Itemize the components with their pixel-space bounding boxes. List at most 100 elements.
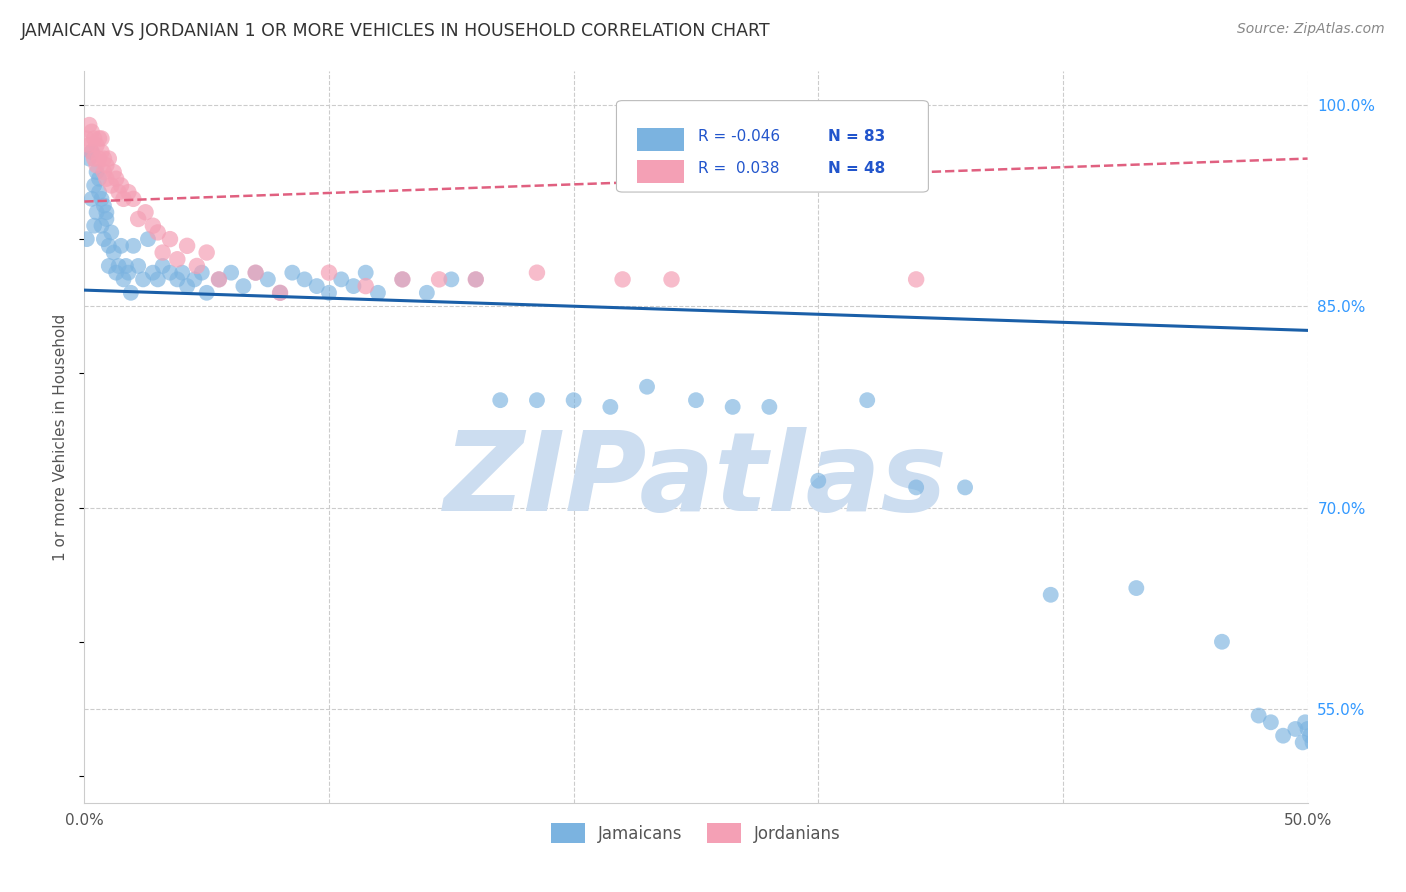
Point	[195, 245, 218, 260]
Point	[391, 272, 413, 286]
Point	[1272, 729, 1295, 743]
Point	[100, 226, 122, 240]
Point	[176, 279, 198, 293]
Point	[83, 131, 105, 145]
Point	[159, 232, 181, 246]
Point	[905, 272, 928, 286]
Point	[354, 279, 377, 293]
Point	[77, 138, 100, 153]
Point	[107, 185, 129, 199]
Point	[136, 232, 159, 246]
Point	[93, 198, 115, 212]
Point	[142, 266, 165, 280]
Point	[159, 266, 181, 280]
Point	[318, 285, 340, 300]
Point	[305, 279, 328, 293]
Point	[152, 245, 174, 260]
Point	[599, 400, 621, 414]
Point	[112, 192, 135, 206]
Point	[612, 272, 634, 286]
Point	[367, 285, 389, 300]
Point	[953, 480, 976, 494]
Point	[120, 285, 142, 300]
Point	[318, 266, 340, 280]
Point	[758, 400, 780, 414]
Point	[1294, 715, 1316, 730]
Point	[330, 272, 353, 286]
Point	[90, 131, 112, 145]
Point	[93, 232, 115, 246]
Point	[562, 393, 585, 408]
Point	[96, 171, 118, 186]
Point	[183, 272, 205, 286]
Point	[281, 266, 304, 280]
Point	[87, 185, 110, 199]
Point	[117, 266, 139, 280]
Point	[152, 259, 174, 273]
Point	[1292, 735, 1315, 749]
Point	[97, 152, 120, 166]
Point	[105, 266, 128, 280]
Point	[856, 393, 879, 408]
Point	[122, 239, 145, 253]
Point	[80, 192, 103, 206]
Text: R =  0.038: R = 0.038	[699, 161, 780, 176]
FancyBboxPatch shape	[616, 101, 928, 192]
Point	[112, 272, 135, 286]
Point	[232, 279, 254, 293]
Point	[636, 380, 658, 394]
Point	[103, 245, 125, 260]
Point	[115, 259, 138, 273]
Point	[219, 266, 242, 280]
Point	[342, 279, 364, 293]
Point	[807, 474, 830, 488]
Point	[110, 178, 132, 193]
Point	[176, 239, 198, 253]
Text: N = 48: N = 48	[828, 161, 886, 176]
Point	[135, 205, 157, 219]
Point	[208, 272, 231, 286]
Point	[83, 178, 105, 193]
Point	[489, 393, 512, 408]
Point	[86, 165, 108, 179]
Point	[354, 266, 377, 280]
Point	[86, 158, 108, 172]
Point	[464, 272, 486, 286]
Point	[100, 178, 122, 193]
Point	[90, 145, 112, 159]
Point	[416, 285, 439, 300]
Point	[1299, 729, 1322, 743]
Point	[1284, 722, 1306, 736]
Point	[186, 259, 208, 273]
Point	[127, 212, 149, 227]
Point	[1296, 722, 1319, 736]
Point	[122, 192, 145, 206]
Point	[166, 272, 188, 286]
Point	[195, 285, 218, 300]
Point	[87, 152, 110, 166]
Point	[77, 152, 100, 166]
Point	[87, 171, 110, 186]
Point	[1260, 715, 1282, 730]
Point	[86, 205, 108, 219]
Point	[245, 266, 267, 280]
Point	[142, 219, 165, 233]
Point	[90, 192, 112, 206]
Point	[83, 219, 105, 233]
Point	[105, 171, 128, 186]
Point	[1211, 634, 1233, 648]
Point	[257, 272, 280, 286]
Point	[166, 252, 188, 267]
Point	[80, 145, 103, 159]
Point	[464, 272, 486, 286]
Point	[146, 226, 169, 240]
Point	[110, 239, 132, 253]
Point	[1301, 735, 1323, 749]
Point	[80, 145, 103, 159]
Text: Source: ZipAtlas.com: Source: ZipAtlas.com	[1237, 22, 1385, 37]
Point	[269, 285, 291, 300]
Point	[93, 165, 115, 179]
Point	[269, 285, 291, 300]
Point	[97, 259, 120, 273]
FancyBboxPatch shape	[637, 160, 683, 183]
